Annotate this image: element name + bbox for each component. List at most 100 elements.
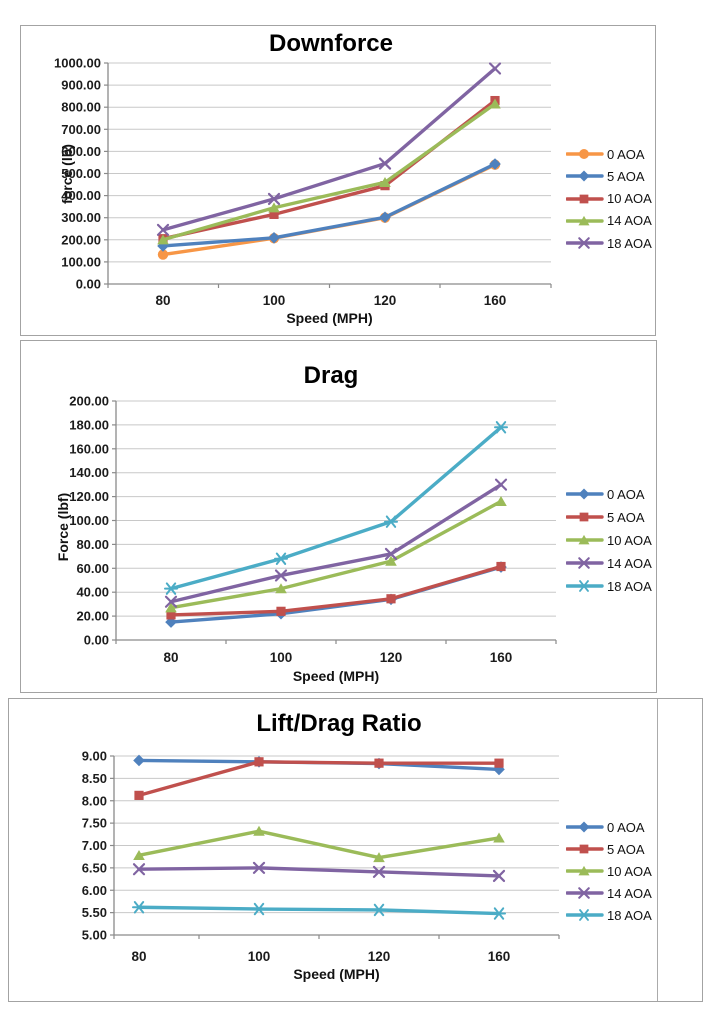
x-tick-label: 100 <box>248 949 271 964</box>
y-tick-label: 180.00 <box>69 417 109 432</box>
series-marker-triangle <box>253 825 265 836</box>
series-marker-star <box>133 901 145 914</box>
x-tick-label: 100 <box>263 293 286 308</box>
series-marker-x <box>384 547 398 561</box>
series-marker-diamond <box>489 158 501 170</box>
legend-item-label: 14 AOA <box>607 555 652 571</box>
series-marker-square <box>579 512 589 522</box>
legend-marker-icon <box>566 844 604 854</box>
x-tick-label: 80 <box>155 293 170 308</box>
x-tick-label: 80 <box>163 650 178 665</box>
legend-item: 10 AOA <box>566 532 652 548</box>
legend-item: 14 AOA <box>566 885 652 901</box>
legend-marker-icon <box>566 149 604 159</box>
series-marker-x <box>378 157 392 170</box>
series-marker-star <box>373 903 385 917</box>
series-marker-square <box>579 844 589 854</box>
series-marker-triangle <box>489 98 501 109</box>
series-marker-triangle <box>495 495 507 506</box>
x-tick-label: 120 <box>380 650 403 665</box>
x-tick-label: 120 <box>374 293 397 308</box>
series-line-10-aoa <box>169 499 503 610</box>
series-marker-triangle <box>268 202 280 213</box>
series-marker-square <box>254 757 264 767</box>
legend-item-label: 10 AOA <box>607 532 652 548</box>
series-line-18-aoa <box>169 425 503 591</box>
legend-item-label: 14 AOA <box>607 885 652 901</box>
series-marker-star <box>275 552 287 565</box>
legend-marker-icon <box>566 237 604 249</box>
y-tick-label: 100.00 <box>69 513 109 528</box>
series-marker-square <box>276 606 286 616</box>
plot-area: 0.00 100.00 200.00 300.00 400.00 500.00 600.00… <box>54 56 552 308</box>
series-marker-diamond <box>493 763 505 776</box>
legend-marker-icon <box>566 215 604 226</box>
series-marker-square <box>269 209 279 219</box>
y-tick-label: 40.00 <box>76 585 109 600</box>
series-marker-diamond <box>578 170 590 182</box>
y-tick-label: 5.50 <box>82 905 107 920</box>
series-marker-star <box>253 902 265 916</box>
series-marker-diamond <box>133 754 145 767</box>
chart-panel-downforce[interactable]: Downforce force (lb) 0.00 100.00 200.00 300… <box>20 25 656 336</box>
legend-marker-icon <box>566 170 604 182</box>
series-marker-x <box>267 192 281 206</box>
y-tick-label: 80.00 <box>76 537 109 552</box>
series-marker-x <box>252 861 266 874</box>
series-marker-star <box>495 421 507 434</box>
series-marker-diamond <box>379 211 391 224</box>
legend-item: 10 AOA <box>566 863 652 879</box>
series-line-14-aoa <box>161 102 497 242</box>
legend-marker-icon <box>566 534 604 545</box>
series-marker-square <box>374 758 384 768</box>
series-marker-triangle <box>379 176 391 187</box>
legend-item-label: 0 AOA <box>607 146 645 162</box>
legend-item-label: 5 AOA <box>607 841 645 857</box>
series-marker-star <box>165 582 177 595</box>
series-line-18-aoa <box>137 905 501 916</box>
y-tick-label: 400.00 <box>61 188 101 203</box>
series-marker-x <box>372 865 386 879</box>
plot-area: 0.00 20.00 40.00 60.00 80.00 100.00 120.00 140.… <box>69 394 557 665</box>
chart-panel-drag[interactable]: Drag Force (lbf) 0.00 20.00 40.00 60.00 80.0… <box>20 340 657 693</box>
series-marker-x <box>578 557 590 569</box>
legend-item-label: 5 AOA <box>607 509 645 525</box>
y-tick-label: 20.00 <box>76 609 109 624</box>
series-line-5-aoa <box>137 760 501 798</box>
y-tick-label: 160.00 <box>69 441 109 456</box>
legend-marker-icon <box>566 887 604 899</box>
legend-item-label: 5 AOA <box>607 168 645 184</box>
y-tick-label: 7.00 <box>82 838 107 853</box>
x-tick-label: 80 <box>131 949 146 964</box>
legend-item: 0 AOA <box>566 486 645 502</box>
x-axis-title: Speed (MPH) <box>293 966 380 982</box>
series-marker-diamond <box>268 232 280 244</box>
y-tick-label: 0.00 <box>76 277 101 292</box>
legend-item: 18 AOA <box>566 235 652 251</box>
series-marker-x <box>132 863 146 876</box>
series-line-18-aoa <box>161 66 497 232</box>
legend-item: 0 AOA <box>566 819 645 835</box>
chart-panel-lift-drag-ratio[interactable]: Lift/Drag Ratio 5.00 5.50 6.00 6.50 7.00 7.50… <box>8 698 703 1002</box>
series-marker-triangle <box>157 234 169 245</box>
legend-marker-icon <box>566 194 604 203</box>
series-marker-square <box>166 610 176 620</box>
legend-marker-icon <box>566 488 604 500</box>
legend-item-label: 0 AOA <box>607 819 645 835</box>
y-tick-label: 100.00 <box>61 254 101 269</box>
legend-item-label: 18 AOA <box>607 578 652 594</box>
legend-marker-icon <box>566 909 604 921</box>
x-tick-label: 160 <box>488 949 511 964</box>
series-marker-x <box>156 223 170 236</box>
series-marker-triangle <box>275 583 287 594</box>
series-marker-x <box>492 869 506 883</box>
series-marker-star <box>579 909 589 921</box>
series-marker-star <box>579 580 589 592</box>
series-marker-diamond <box>578 488 590 500</box>
series-line-14-aoa <box>137 866 501 878</box>
y-tick-label: 800.00 <box>61 100 101 115</box>
y-tick-label: 600.00 <box>61 144 101 159</box>
series-marker-triangle <box>133 849 145 860</box>
series-line-14-aoa <box>169 482 503 604</box>
x-axis-title: Speed (MPH) <box>292 668 380 684</box>
